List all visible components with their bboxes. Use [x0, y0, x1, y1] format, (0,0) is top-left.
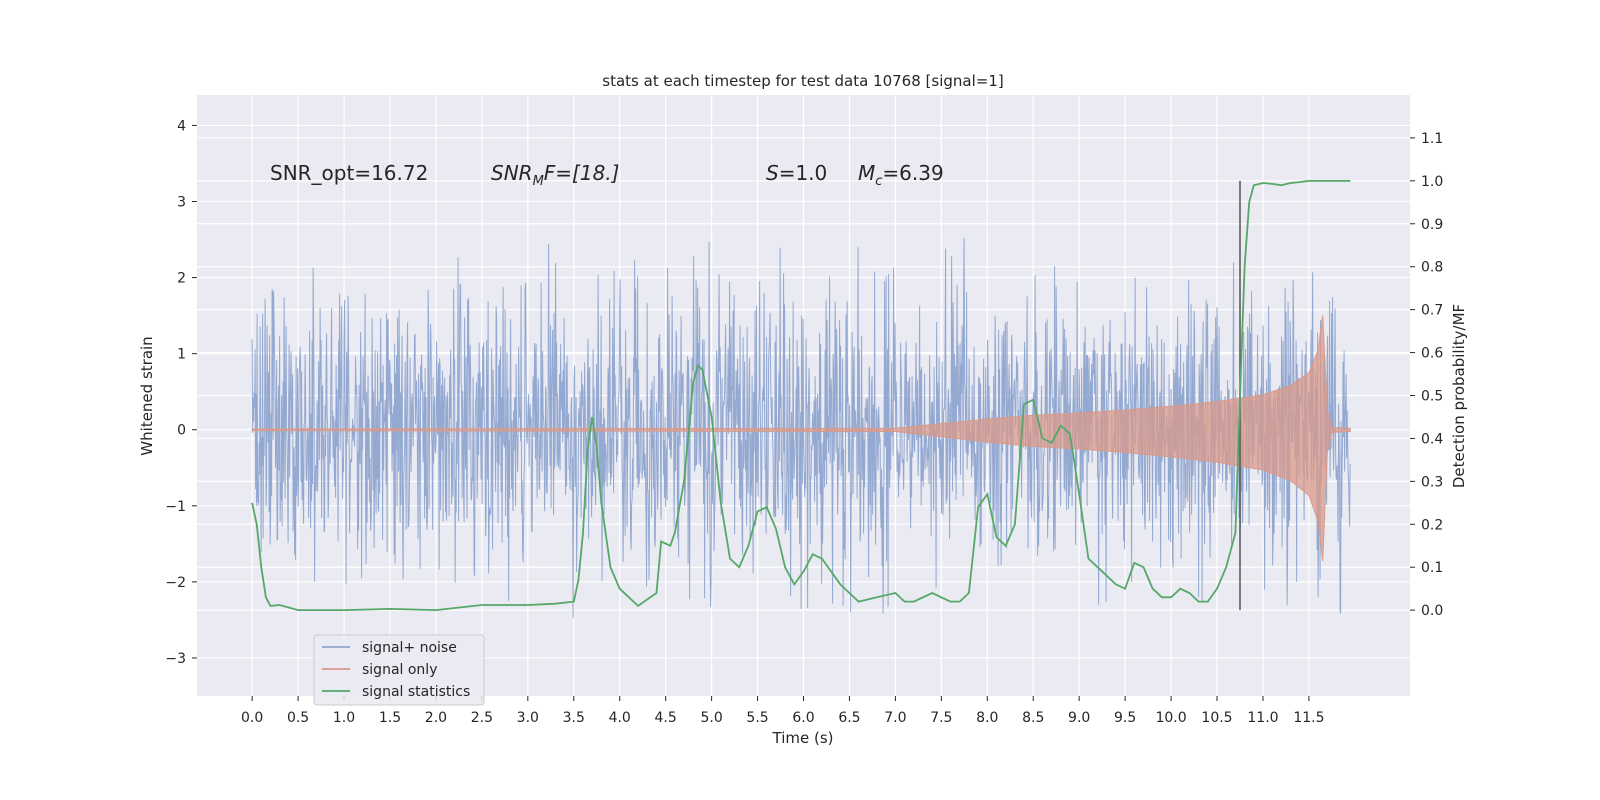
y-axis-right-label: Detection probability/MF — [1450, 304, 1468, 488]
signal-only-layer — [251, 315, 1351, 562]
y-right-tick-label: 1.0 — [1421, 174, 1443, 190]
x-tick-label: 10.5 — [1201, 710, 1232, 726]
x-tick-label: 1.0 — [333, 710, 355, 726]
y-right-tick-label: 0.5 — [1421, 389, 1443, 405]
x-tick-label: 2.5 — [471, 710, 493, 726]
x-tick-label: 5.5 — [746, 710, 768, 726]
y-left-tick-label: 3 — [177, 195, 186, 211]
x-tick-label: 9.0 — [1068, 710, 1090, 726]
y-right-tick-label: 0.8 — [1421, 260, 1443, 276]
y-right-tick-label: 0.3 — [1421, 474, 1443, 490]
x-tick-label: 6.5 — [838, 710, 860, 726]
x-tick-label: 0.5 — [287, 710, 309, 726]
x-tick-label: 2.0 — [425, 710, 447, 726]
y-right-tick-label: 0.4 — [1421, 431, 1443, 447]
snr-mf-rest: F=[18.] — [544, 161, 620, 185]
s-symbol: S — [766, 161, 779, 185]
x-tick-label: 8.5 — [1022, 710, 1044, 726]
x-tick-label: 4.5 — [655, 710, 677, 726]
y-left-tick-label: 0 — [177, 423, 186, 439]
x-tick-label: 7.5 — [930, 710, 952, 726]
y-axis-left-ticks: 4 3 2 1 0 −1 −2 −3 — [165, 118, 197, 667]
snr-mf-base: SNR — [491, 161, 533, 185]
x-tick-label: 10.0 — [1155, 710, 1186, 726]
legend-label-noise: signal+ noise — [362, 640, 457, 656]
x-tick-label: 1.5 — [379, 710, 401, 726]
x-tick-label: 7.0 — [884, 710, 906, 726]
y-right-tick-label: 1.1 — [1421, 131, 1443, 147]
legend-label-signal: signal only — [362, 662, 437, 678]
x-tick-label: 11.5 — [1293, 710, 1324, 726]
x-tick-label: 4.0 — [609, 710, 631, 726]
legend-label-statistics: signal statistics — [362, 684, 470, 700]
mc-value: =6.39 — [882, 161, 943, 185]
statistics-series-layer — [251, 180, 1351, 612]
y-right-tick-label: 0.6 — [1421, 346, 1443, 362]
y-right-tick-label: 0.2 — [1421, 517, 1443, 533]
annotation-s: S=1.0 — [766, 161, 827, 185]
x-tick-label: 9.5 — [1114, 710, 1136, 726]
y-left-tick-label: 1 — [177, 347, 186, 363]
annotation-snr-mf: SNRMF=[18.] — [491, 161, 619, 189]
y-left-tick-label: −1 — [165, 499, 186, 515]
annotation-mc: Mc=6.39 — [858, 161, 944, 189]
legend: signal+ noise signal only signal statist… — [313, 634, 485, 706]
x-tick-label: 6.0 — [792, 710, 814, 726]
series-area-signal-only — [251, 315, 1351, 562]
y-axis-left-label: Whitened strain — [138, 336, 156, 455]
annotation-snr-opt: SNR_opt=16.72 — [270, 161, 428, 185]
x-axis-label: Time (s) — [772, 729, 834, 747]
y-axis-right-ticks: 1.1 1.0 0.9 0.8 0.7 0.6 0.5 0.4 0.3 0.2 0.1 0.0 — [1410, 131, 1443, 619]
x-tick-label: 5.0 — [700, 710, 722, 726]
x-tick-label: 3.5 — [563, 710, 585, 726]
annotations: SNR_opt=16.72 SNRMF=[18.] S=1.0 Mc=6.39 — [270, 161, 944, 189]
x-tick-label: 8.0 — [976, 710, 998, 726]
x-tick-label: 3.0 — [517, 710, 539, 726]
chart-title: stats at each timestep for test data 107… — [602, 72, 1003, 90]
mc-symbol: M — [858, 161, 875, 185]
y-right-tick-label: 0.0 — [1421, 603, 1443, 619]
legend-box — [313, 634, 485, 706]
y-left-tick-label: −3 — [165, 651, 186, 667]
snr-mf-subscript: M — [533, 174, 544, 189]
grid — [197, 95, 1410, 696]
y-right-tick-label: 0.7 — [1421, 303, 1443, 319]
x-axis-ticks: 0.0 0.5 1.0 1.5 2.0 2.5 3.0 3.5 4.0 4.5 5.0 5.5 6.0 6… — [241, 696, 1325, 726]
y-right-tick-label: 0.9 — [1421, 217, 1443, 233]
x-tick-label: 11.0 — [1247, 710, 1278, 726]
mc-subscript: c — [875, 174, 882, 189]
y-left-tick-label: 2 — [177, 271, 186, 287]
x-tick-label: 0.0 — [241, 710, 263, 726]
series-line-signal-statistics — [251, 180, 1351, 612]
y-left-tick-label: −2 — [165, 575, 186, 591]
y-right-tick-label: 0.1 — [1421, 560, 1443, 576]
s-value: =1.0 — [779, 161, 828, 185]
y-left-tick-label: 4 — [177, 118, 186, 134]
